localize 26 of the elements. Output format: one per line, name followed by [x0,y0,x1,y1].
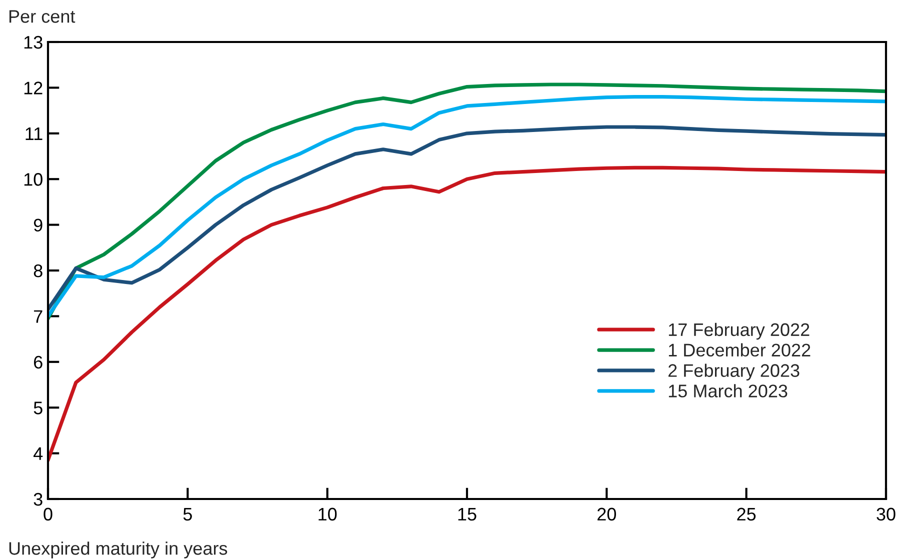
legend-label: 1 December 2022 [668,343,810,357]
y-tick-label: 10 [24,173,42,186]
y-axis-title: Per cent [9,10,76,23]
line-series [48,166,886,462]
y-tick-label: 4 [34,447,43,460]
x-tick-label: 0 [44,508,52,521]
y-tick-label: 3 [34,492,42,506]
y-tick-label: 7 [34,310,42,323]
y-tick-label: 13 [24,36,42,49]
y-tick-label: 11 [26,128,42,140]
y-tick-label: 12 [24,82,42,94]
x-tick-label: 15 [458,508,476,521]
y-tick-label: 6 [34,356,42,369]
y-tick-label: 8 [34,264,42,278]
line-series [48,125,886,312]
y-tick-label: 9 [34,218,42,232]
legend-label: 2 February 2023 [668,364,800,381]
legend-label: 17 February 2022 [668,322,810,340]
x-axis-title: Unexpired maturity in years [9,542,228,558]
x-tick-label: 20 [598,508,616,521]
x-tick-label: 10 [318,508,337,521]
y-tick-label: 5 [34,402,42,414]
x-tick-label: 5 [183,508,192,521]
x-tick-label: 30 [876,508,896,521]
x-tick-label: 25 [737,508,756,521]
legend-label: 15 March 2023 [668,384,788,398]
